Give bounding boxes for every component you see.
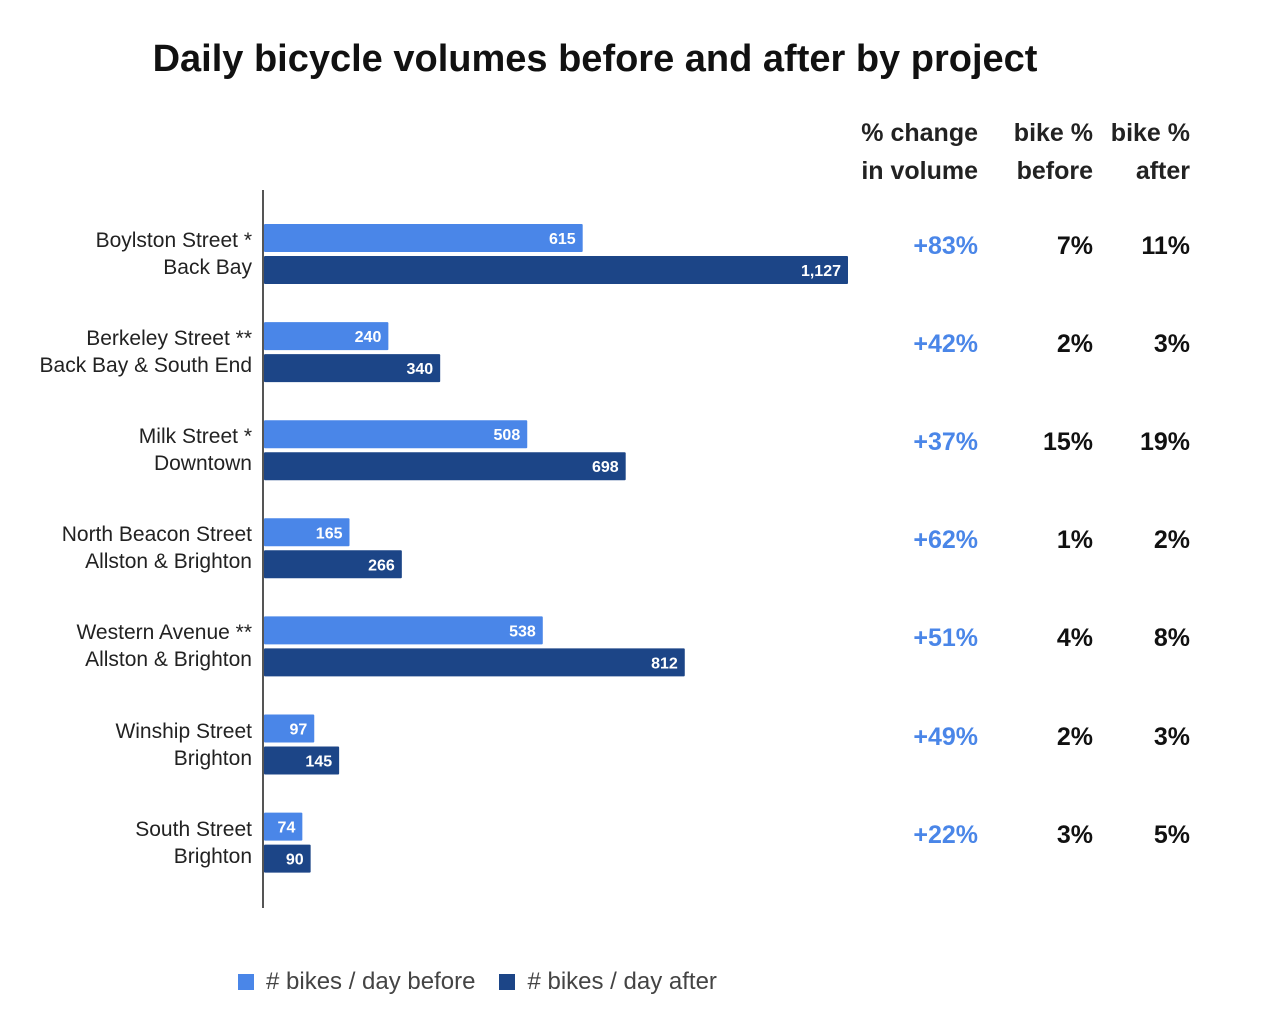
table-cell-bike-pct-before: 4% [1056,624,1093,653]
data-label: 240 [355,329,382,346]
bar-after [264,746,340,775]
category-label-line: Milk Street * [138,425,252,449]
table-cell-pct-change: +83% [913,232,978,260]
category-label: South Street Brighton [135,816,252,870]
legend: # bikes / day before # bikes / day after [238,968,717,996]
header-line: after [1135,157,1190,185]
bar-after [264,844,311,873]
data-label: 615 [549,231,576,248]
data-label: 1,127 [801,263,841,280]
data-label: 74 [278,820,296,837]
table-cell-bike-pct-after: 11% [1141,232,1190,260]
table-cell-bike-pct-before: 2% [1056,722,1093,751]
table-cell-bike-pct-before: 2% [1056,330,1093,359]
header-bike-after: bike % after [1111,114,1190,190]
bar-before [264,812,303,841]
data-label: 165 [316,525,343,542]
data-label: 508 [494,427,521,444]
data-label: 340 [406,361,433,378]
table-cell-pct-change: +42% [913,330,978,359]
category-label: Berkeley Street ** Back Bay & South End [40,325,252,379]
table-cell-bike-pct-before: 7% [1056,232,1093,260]
table-cell-pct-change: +49% [913,722,978,751]
header-line: in volume [861,157,978,185]
legend-label-after: # bikes / day after [527,968,717,995]
table-cell-bike-pct-before: 1% [1056,526,1093,555]
bar-after [264,550,402,579]
bar-before [264,420,528,449]
header-pct-change: % change in volume [861,114,978,190]
data-label: 266 [368,557,395,574]
bar-before [264,322,389,351]
category-label-line: Downtown [153,452,252,476]
category-label: Milk Street * Downtown [139,423,252,477]
table-cell-pct-change: +62% [913,526,978,555]
bar-after [264,256,848,284]
legend-label-before: # bikes / day before [266,968,476,995]
category-label: North Beacon Street Allston & Brighton [62,521,252,575]
category-label-line: Winship Street [115,719,252,743]
header-line: bike % [1013,119,1093,147]
category-label-line: Western Avenue ** [76,621,252,645]
category-label-line: Brighton [173,844,252,868]
data-label: 812 [651,655,678,672]
bar-before [264,518,350,547]
table-cell-bike-pct-before: 15% [1042,428,1093,457]
chart-title: Daily bicycle volumes before and after b… [152,38,1038,80]
category-label-line: South Street [135,817,252,841]
header-line: % change [861,119,978,147]
header-line: before [1016,157,1093,185]
category-label-line: Allston & Brighton [85,550,252,574]
category-label-line: North Beacon Street [61,523,252,547]
category-label-line: Back Bay & South End [39,354,252,378]
category-label: Winship Street Brighton [115,718,252,772]
table-cell-bike-pct-after: 3% [1153,722,1190,751]
bar-before [264,224,583,252]
legend-swatch-before [238,974,254,990]
table-cell-pct-change: +37% [913,428,978,457]
bar-before [264,714,315,743]
table-cell-bike-pct-after: 19% [1139,428,1190,457]
data-label: 90 [286,852,304,869]
table-cell-bike-pct-after: 2% [1153,526,1190,555]
table-cell-pct-change: +22% [913,820,978,849]
header-bike-before: bike % before [1014,114,1093,190]
category-label-line: Berkeley Street ** [86,327,252,351]
table-cell-bike-pct-after: 5% [1153,820,1190,849]
data-label: 145 [305,754,332,771]
category-label-line: Brighton [173,746,252,770]
category-label-line: Allston & Brighton [85,648,252,672]
bar-after [264,354,441,383]
table-cell-pct-change: +51% [913,624,978,653]
data-label: 698 [592,459,619,476]
category-label-line: Back Bay [163,256,252,279]
data-label: 97 [289,722,307,739]
bar-before [264,616,543,645]
header-line: bike % [1110,119,1190,147]
bar-after [264,648,685,677]
category-label: Boylston Street * Back Bay [96,227,252,281]
table-cell-bike-pct-after: 8% [1153,624,1190,653]
category-label-line: Boylston Street * [95,229,252,252]
data-label: 538 [509,623,536,640]
category-label: Western Avenue ** Allston & Brighton [76,619,252,673]
bar-after [264,452,626,481]
legend-swatch-after [499,974,516,990]
table-cell-bike-pct-before: 3% [1056,820,1093,849]
table-cell-bike-pct-after: 3% [1153,330,1190,359]
